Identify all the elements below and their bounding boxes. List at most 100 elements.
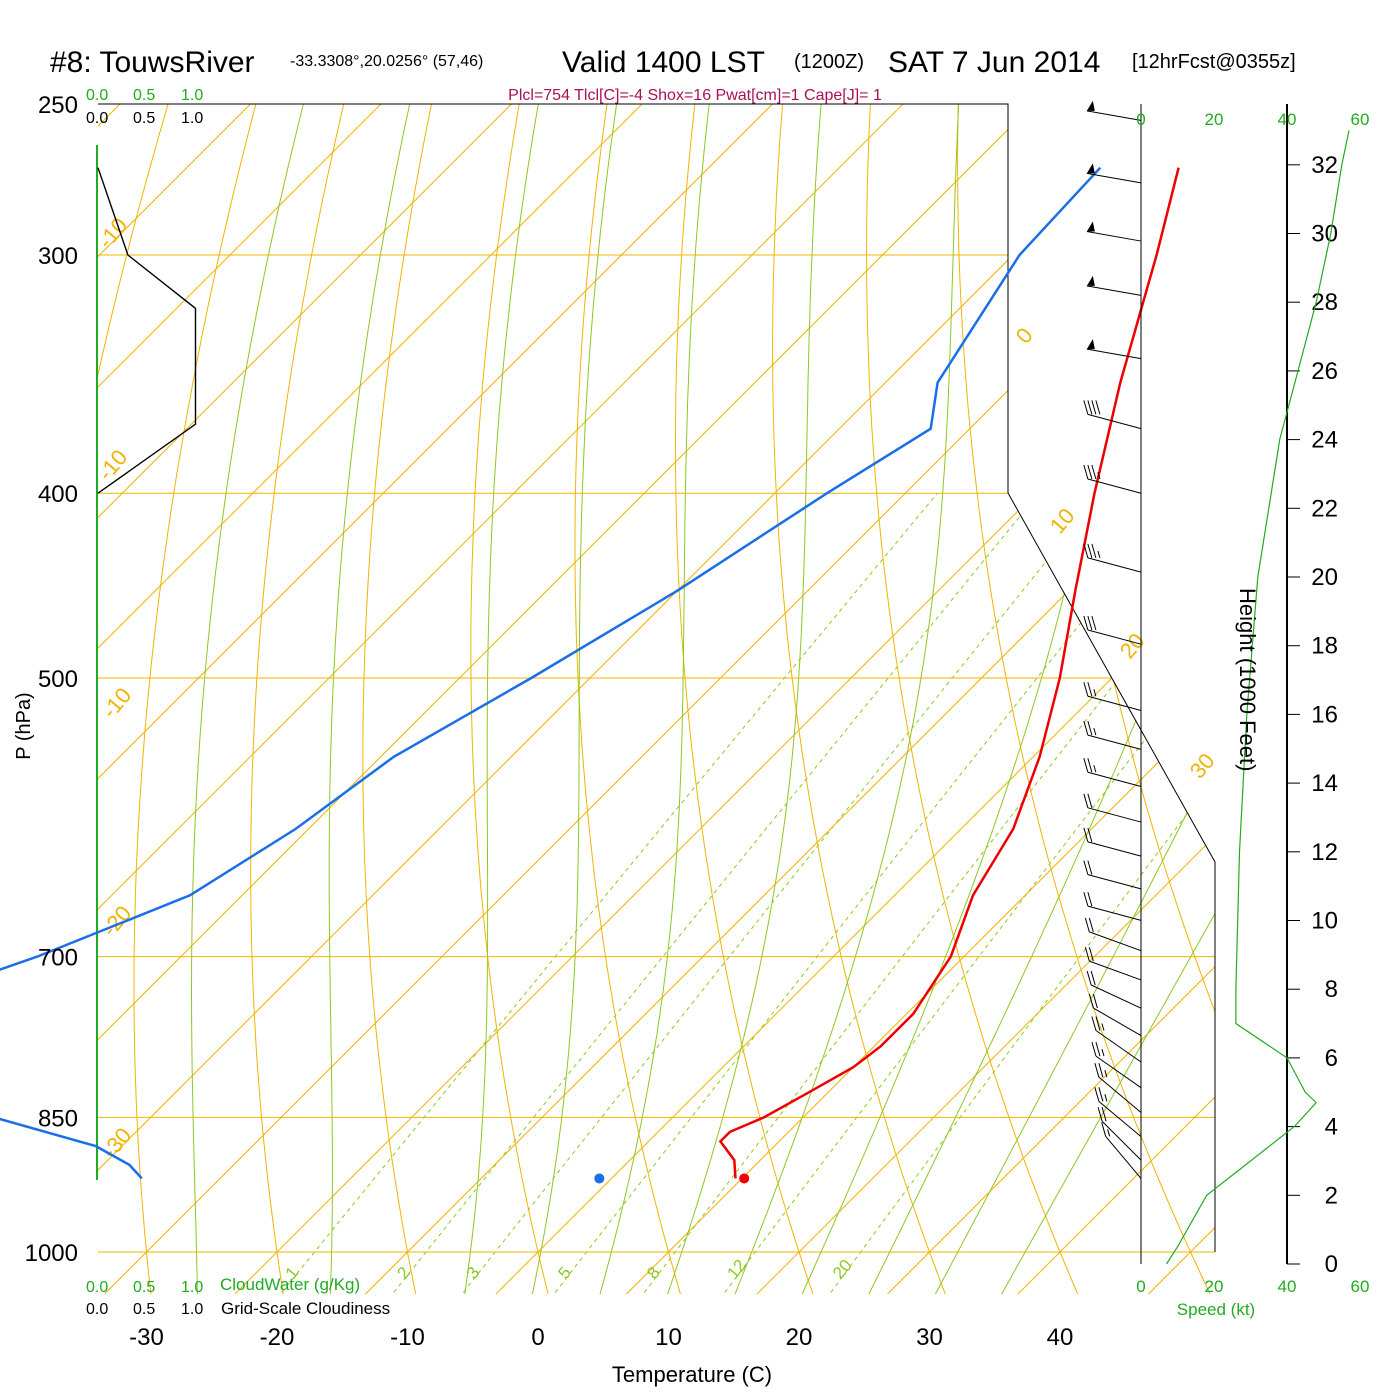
wind-barb-25 xyxy=(1101,1122,1142,1179)
valid-time: Valid 1400 LST xyxy=(562,46,765,79)
speed-tick-top-60: 60 xyxy=(1351,110,1370,129)
speed-tick-bottom-0: 0 xyxy=(1136,1277,1145,1296)
wind-barb-full xyxy=(1098,1063,1104,1078)
wind-barb-full xyxy=(1087,793,1093,808)
wind-barb-staff xyxy=(1087,841,1142,857)
wind-barb-full xyxy=(1091,1041,1097,1057)
cloudwater-tick-top-0: 0.0 xyxy=(86,87,108,104)
isotherm-10 xyxy=(589,104,1215,1294)
wind-barb-pennant xyxy=(1086,221,1095,232)
wind-barbs xyxy=(1083,100,1142,1179)
wind-barb-full xyxy=(1091,543,1097,559)
moist-adiabat-5 xyxy=(523,104,623,1294)
wind-barb-half xyxy=(1104,1094,1108,1102)
wind-barb-full xyxy=(1088,993,1094,1009)
height-label-0: 0 xyxy=(1325,1251,1338,1278)
wind-barb-17 xyxy=(1084,947,1142,981)
wind-barb-23 xyxy=(1094,1087,1142,1138)
wind-barb-4 xyxy=(1086,339,1142,360)
mixing-ratio-label-3: 3 xyxy=(463,1263,484,1282)
wind-barb-full xyxy=(1087,860,1093,875)
mixing-ratio-1 xyxy=(281,492,938,1293)
diagram-area xyxy=(98,35,1400,1331)
zulu-time: (1200Z) xyxy=(794,51,864,73)
height-label-6: 6 xyxy=(1325,1045,1338,1072)
height-label-12: 12 xyxy=(1311,839,1338,866)
mixing-ratio-labels: 1 2 3 5 8 12 20 xyxy=(282,1256,856,1283)
forecast-info: [12hrFcst@0355z] xyxy=(1132,51,1296,73)
wind-barb-staff xyxy=(1095,1055,1142,1089)
height-label-18: 18 xyxy=(1311,633,1338,660)
wind-barb-staff xyxy=(1086,110,1142,121)
wind-barb-24 xyxy=(1097,1107,1142,1161)
mixing-ratio-2 xyxy=(393,492,1040,1293)
wind-barb-full xyxy=(1083,682,1089,697)
wind-barb-7 xyxy=(1083,543,1142,573)
wind-barb-staff xyxy=(1089,960,1142,981)
cloudwater-tick-bottom-0: 0.0 xyxy=(86,1279,108,1296)
dry-adiabat--30 xyxy=(133,104,276,1294)
temperature-label-0: 0 xyxy=(531,1324,544,1351)
wind-barb-13 xyxy=(1083,827,1142,857)
wind-barb-full xyxy=(1094,1087,1100,1102)
wind-barb-2 xyxy=(1086,221,1142,242)
wind-barb-full xyxy=(1087,720,1093,736)
pressure-tick-labels: 250 300 400 500 700 850 1000 xyxy=(25,92,78,1267)
wind-barb-staff xyxy=(1101,1120,1142,1161)
wind-barb-21 xyxy=(1091,1041,1142,1089)
wind-barb-half xyxy=(1104,1070,1108,1078)
cloudiness-tick-bottom-05: 0.5 xyxy=(133,1301,155,1318)
moist-adiabat-20 xyxy=(719,104,961,1294)
dry-adiabat-100 xyxy=(1389,35,1400,1331)
wind-barb-10 xyxy=(1083,720,1142,750)
wind-barb-full xyxy=(1087,827,1093,843)
wind-barb-half xyxy=(1101,1023,1105,1031)
wind-barb-full xyxy=(1087,464,1093,480)
wind-barb-half xyxy=(1093,727,1097,736)
wind-barb-staff xyxy=(1087,734,1142,750)
wind-barb-full xyxy=(1083,720,1089,736)
height-label-2: 2 xyxy=(1325,1182,1338,1209)
wind-barb-full xyxy=(1083,464,1089,480)
isotherm--80 xyxy=(98,104,712,1294)
wind-barb-full xyxy=(1083,860,1089,875)
wind-barb-18 xyxy=(1086,970,1142,1009)
isotherm--60 xyxy=(98,104,973,1294)
wind-barb-pennant xyxy=(1086,275,1095,286)
dry-adiabat-20 xyxy=(675,104,827,1294)
moist-adiabat--10 xyxy=(328,104,418,1294)
mixing-ratio-lines xyxy=(281,492,1215,1293)
dry-adiabat--20 xyxy=(250,104,361,1294)
temperature-tick-labels: -30 -20 -10 0 10 20 30 40 xyxy=(129,1324,1073,1351)
pressure-label-300: 300 xyxy=(38,243,78,270)
mixing-ratio-3 xyxy=(462,492,1102,1293)
wind-barb-full xyxy=(1087,758,1093,773)
pressure-axis-label: P (hPa) xyxy=(13,692,35,759)
wind-barb-staff xyxy=(1086,285,1142,296)
temperature-label-30: 30 xyxy=(916,1324,943,1351)
cloudiness-tick-top-05: 0.5 xyxy=(133,110,155,127)
height-label-14: 14 xyxy=(1311,770,1338,797)
wind-barb-full xyxy=(1095,1016,1101,1031)
pressure-label-850: 850 xyxy=(38,1105,78,1132)
wind-barb-full xyxy=(1083,758,1089,773)
wind-barb-staff xyxy=(1087,478,1142,494)
cloudiness-tick-top-0: 0.0 xyxy=(86,110,108,127)
wind-barb-full xyxy=(1084,947,1090,962)
wind-barb-full xyxy=(1083,891,1089,907)
height-label-30: 30 xyxy=(1311,221,1338,248)
height-label-8: 8 xyxy=(1325,976,1338,1003)
cloud-scale-bottom: 0.0 0.5 1.0 CloudWater (g/Kg) 0.0 0.5 1.… xyxy=(86,1275,390,1318)
isotherms xyxy=(98,35,1400,1331)
cloudwater-tick-top-1: 1.0 xyxy=(181,87,203,104)
cloudiness-tick-bottom-0: 0.0 xyxy=(86,1301,108,1318)
wind-barb-14 xyxy=(1083,860,1142,890)
temperature-axis-label: Temperature (C) xyxy=(612,1362,772,1387)
isotherm--50 xyxy=(98,104,1103,1294)
wind-barb-staff xyxy=(1090,984,1142,1009)
dry-adiabat-70 xyxy=(1131,104,1215,1294)
dry-adiabat-50 xyxy=(957,104,1215,1294)
cloudwater-tick-top-05: 0.5 xyxy=(133,87,155,104)
